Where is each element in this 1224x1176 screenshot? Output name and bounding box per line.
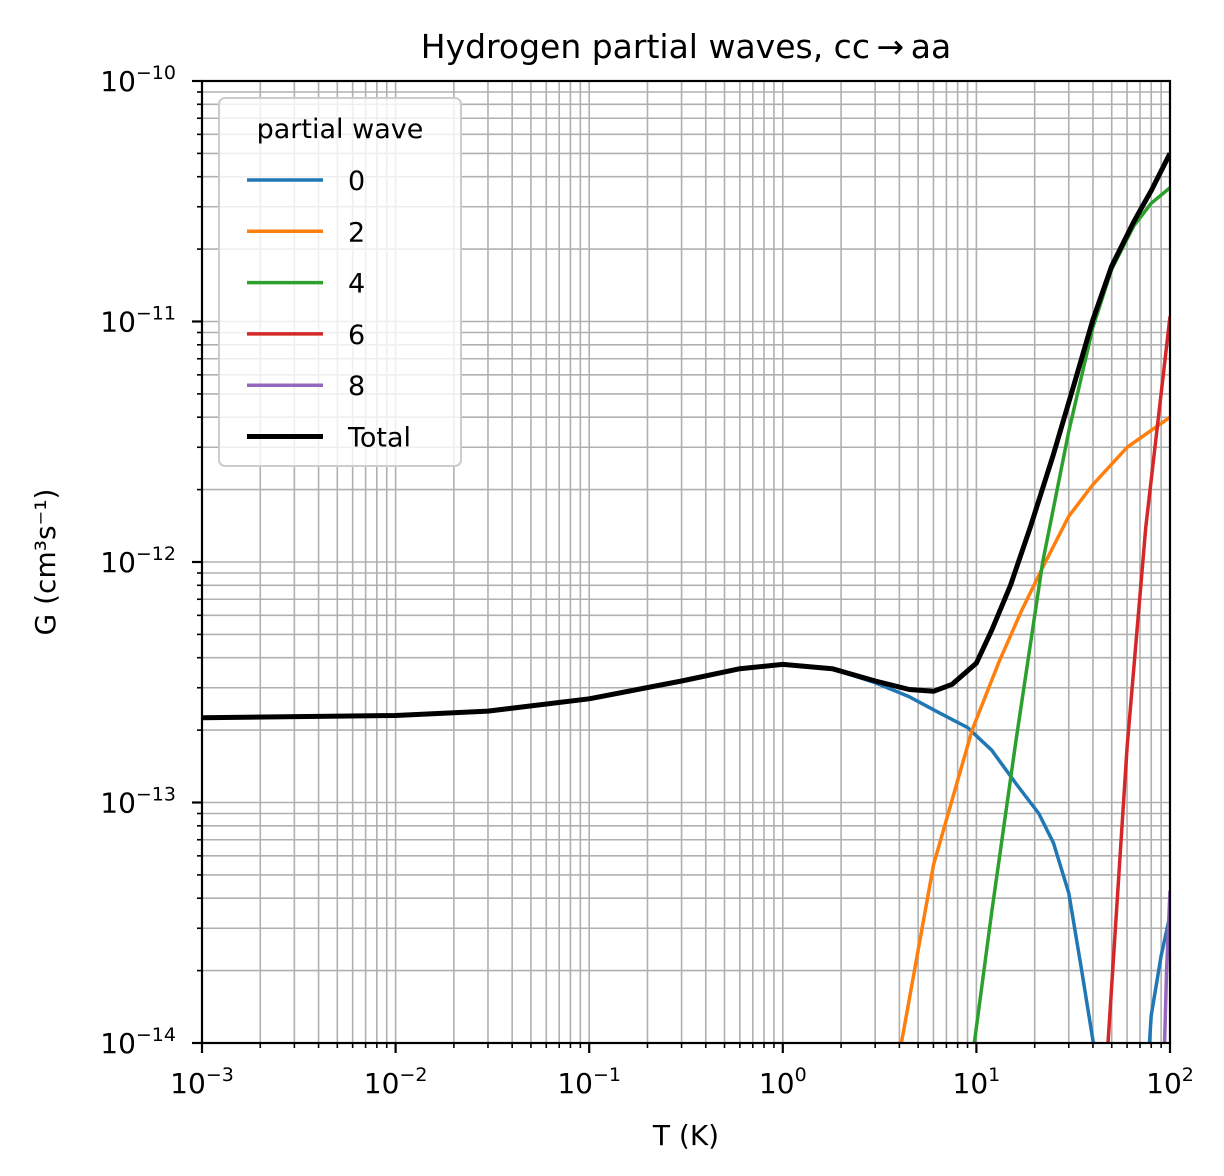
x-tick-label-exponent: 1 xyxy=(988,1064,1000,1086)
x-tick-label: 10−3 xyxy=(170,1064,234,1100)
x-tick-label-exponent: −2 xyxy=(399,1064,427,1086)
legend-label: 4 xyxy=(348,269,365,300)
x-tick-label-exponent: 0 xyxy=(795,1064,807,1086)
series-line-total xyxy=(202,152,1170,721)
y-tick-label-exponent: −13 xyxy=(136,784,176,806)
series-line-wave-2 xyxy=(899,415,1170,1043)
y-tick-label-exponent: −12 xyxy=(136,543,176,565)
y-tick-label: 10−14 xyxy=(100,1024,176,1060)
series-line-wave-6 xyxy=(1106,316,1170,1043)
x-tick-label: 102 xyxy=(1146,1064,1194,1100)
legend: partial wave 0 2 4 6 8 Total xyxy=(218,97,462,467)
series-lines xyxy=(202,152,1170,1043)
legend-label: 6 xyxy=(348,320,365,351)
y-tick-label: 10−11 xyxy=(100,303,176,339)
legend-box xyxy=(218,97,462,467)
y-tick-label: 10−13 xyxy=(100,784,176,820)
y-tick-label-base: 10 xyxy=(100,306,136,339)
legend-title: partial wave xyxy=(257,114,424,145)
x-tick-label-exponent: 2 xyxy=(1182,1064,1194,1086)
y-tick-label-exponent: −14 xyxy=(136,1024,176,1046)
chart-title: Hydrogen partial waves, cc → aa xyxy=(421,27,951,66)
x-tick-label-base: 10 xyxy=(170,1067,206,1100)
legend-entries: 0 2 4 6 8 Total xyxy=(247,166,411,454)
series-line-wave-8 xyxy=(1162,890,1170,1043)
x-tick-label-base: 10 xyxy=(364,1067,400,1100)
series-line-wave-0 xyxy=(202,662,1096,1043)
x-tick-label-exponent: −3 xyxy=(206,1064,234,1086)
y-tick-label-exponent: −10 xyxy=(136,62,176,84)
series-line-wave-4 xyxy=(972,186,1170,1043)
x-tick-label-base: 10 xyxy=(953,1067,989,1100)
y-tick-label: 10−12 xyxy=(100,543,176,579)
x-tick-label: 100 xyxy=(759,1064,807,1100)
x-tick-label: 10−2 xyxy=(364,1064,428,1100)
y-tick-label-base: 10 xyxy=(100,1027,136,1060)
tick-labels: 10−3 10−2 10−1 100 101 10210−1410−1310−1210−1… xyxy=(100,62,1194,1100)
y-tick-label-base: 10 xyxy=(100,65,136,98)
series-line-wave-0 xyxy=(1147,914,1170,1043)
x-tick-label-base: 10 xyxy=(759,1067,795,1100)
legend-label: Total xyxy=(347,423,411,454)
legend-label: 2 xyxy=(348,217,365,248)
x-tick-label-base: 10 xyxy=(557,1067,593,1100)
y-axis-label: G (cm³s⁻¹) xyxy=(29,489,62,636)
x-tick-label-exponent: −1 xyxy=(593,1064,621,1086)
legend-label: 8 xyxy=(348,371,365,402)
y-tick-label-base: 10 xyxy=(100,546,136,579)
x-axis-label: T (K) xyxy=(652,1119,719,1152)
x-tick-label: 10−1 xyxy=(557,1064,621,1100)
y-tick-label: 10−10 xyxy=(100,62,176,98)
x-tick-label: 101 xyxy=(953,1064,1001,1100)
y-tick-label-base: 10 xyxy=(100,787,136,820)
axis-ticks xyxy=(192,79,1172,1053)
x-tick-label-base: 10 xyxy=(1146,1067,1182,1100)
y-tick-label-exponent: −11 xyxy=(136,303,176,325)
legend-label: 0 xyxy=(348,166,365,197)
